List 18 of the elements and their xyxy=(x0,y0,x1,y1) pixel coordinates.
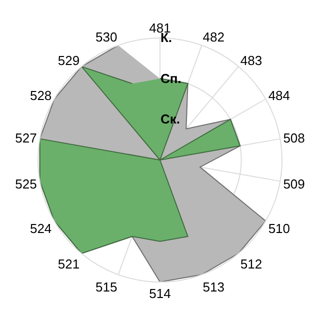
spoke-label: 515 xyxy=(96,279,118,294)
spoke-label: 508 xyxy=(283,130,305,146)
spoke-label: 482 xyxy=(202,30,224,45)
spoke-label: 512 xyxy=(240,256,262,272)
spoke-label: 521 xyxy=(58,256,80,272)
spoke-label: 484 xyxy=(268,88,290,104)
spoke-label: 514 xyxy=(149,286,171,302)
spoke-label: 530 xyxy=(96,30,118,45)
spoke-label: 513 xyxy=(202,279,224,294)
spoke-label: 483 xyxy=(240,53,262,68)
y-tick-label: Ск. xyxy=(160,112,180,127)
spoke-label: 509 xyxy=(283,176,305,192)
spoke-label: 529 xyxy=(58,53,80,68)
spoke-label: 528 xyxy=(30,88,52,104)
spoke-label: 525 xyxy=(15,176,37,192)
spoke-label: 527 xyxy=(15,130,37,146)
spoke-label: 524 xyxy=(30,220,52,236)
spoke-label: 510 xyxy=(268,220,290,236)
